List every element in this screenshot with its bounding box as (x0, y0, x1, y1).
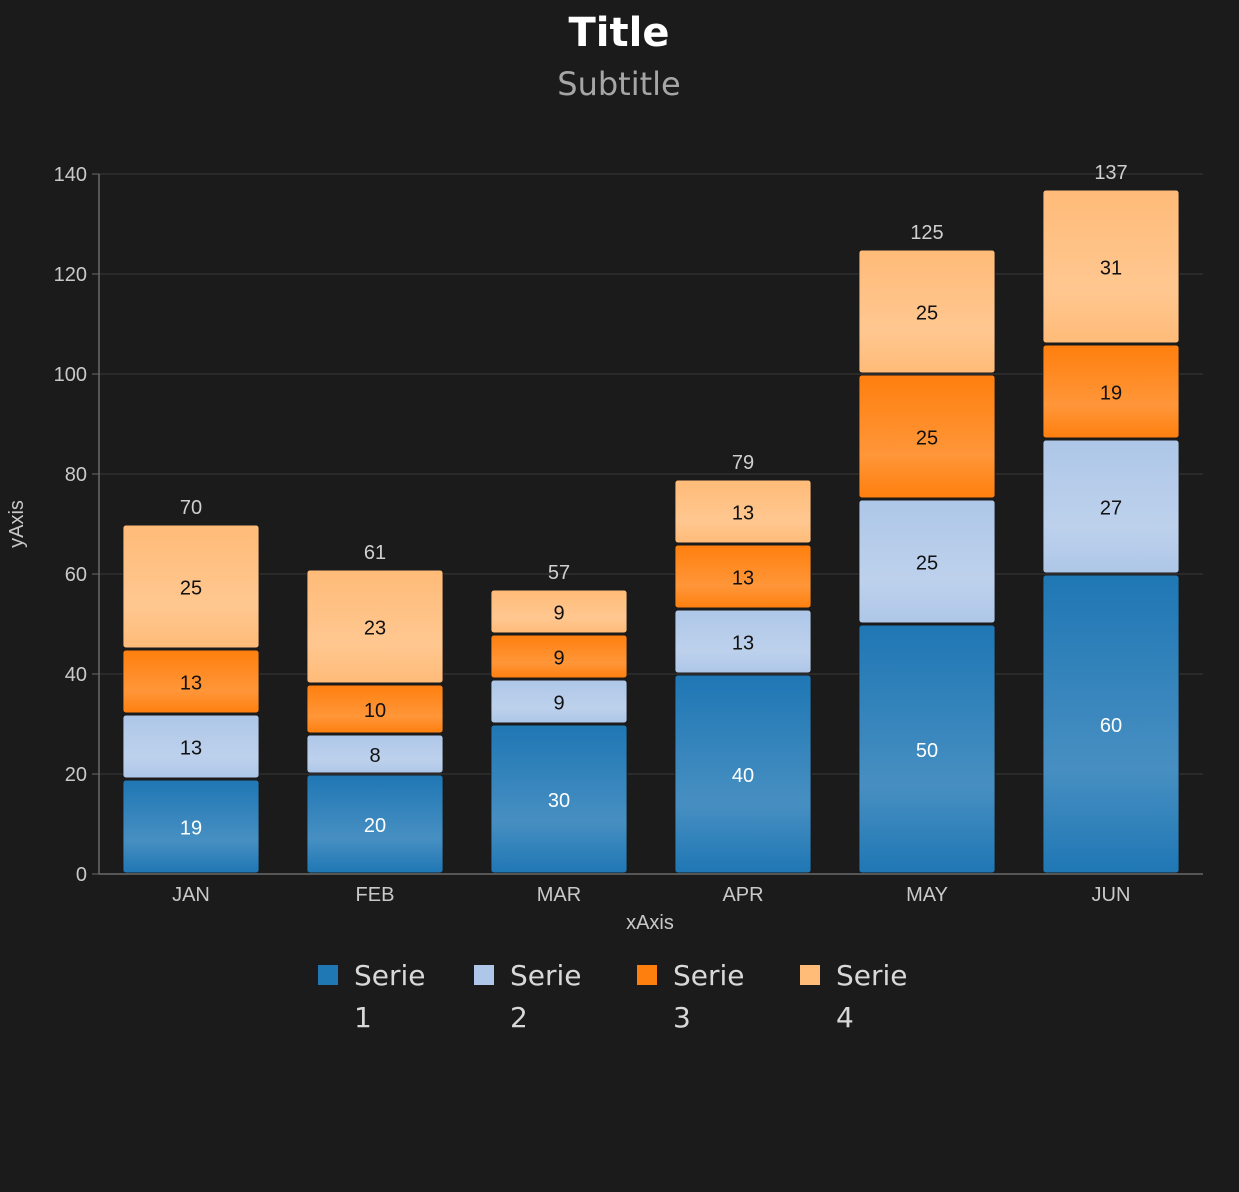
legend-item[interactable]: Serie 3 (637, 959, 745, 1034)
bar-segment (306, 734, 444, 774)
legend-label: Serie 3 (673, 959, 745, 1034)
data-label: 9 (553, 603, 564, 625)
bar-segment (306, 774, 444, 874)
legend-item[interactable]: Serie 1 (318, 959, 426, 1034)
bar-segment (858, 249, 996, 374)
data-label: 13 (180, 738, 202, 760)
data-label: 25 (180, 578, 202, 600)
bar-segment (674, 674, 812, 874)
legend-swatch (637, 965, 657, 985)
total-label: 125 (910, 222, 943, 244)
bars: 19 13 13 25 70 20 8 10 23 61 30 9 9 9 57 40 13 13 13 79 50 25… (122, 162, 1180, 874)
y-tick-label: 120 (54, 264, 87, 286)
data-label: 23 (364, 618, 386, 640)
bar-segment (858, 624, 996, 874)
x-tick-label: MAR (537, 884, 581, 906)
x-tick-label: JUN (1092, 884, 1131, 906)
data-label: 27 (1100, 498, 1122, 520)
x-tick-label: MAY (906, 884, 948, 906)
x-tick-label: APR (722, 884, 763, 906)
legend-item[interactable]: Serie 4 (800, 959, 908, 1034)
bar-segment (858, 499, 996, 624)
data-label: 60 (1100, 715, 1122, 737)
bar-segment (122, 524, 260, 649)
data-label: 20 (364, 815, 386, 837)
data-label: 19 (180, 818, 202, 840)
bar-segment (1042, 189, 1180, 344)
bar-segment (490, 634, 628, 679)
bar-segment (306, 684, 444, 734)
total-label: 70 (180, 497, 202, 519)
data-label: 8 (369, 745, 380, 767)
bar-segment (674, 609, 812, 674)
data-label: 10 (364, 700, 386, 722)
y-tick-label: 80 (65, 464, 87, 486)
y-tick-label: 100 (54, 364, 87, 386)
data-label: 13 (732, 568, 754, 590)
legend-swatch (318, 965, 338, 985)
bar-segment (122, 649, 260, 714)
data-label: 13 (732, 503, 754, 525)
bar-segment (122, 714, 260, 779)
bar-segment (674, 544, 812, 609)
data-label: 31 (1100, 258, 1122, 280)
legend-label: Serie 4 (836, 959, 908, 1034)
legend-item[interactable]: Serie 2 (474, 959, 582, 1034)
x-tick-label: JAN (172, 884, 210, 906)
bar-segment (490, 679, 628, 724)
legend-label: Serie 2 (510, 959, 582, 1034)
bar-segment (674, 479, 812, 544)
y-tick-label: 40 (65, 664, 87, 686)
bar-segment (306, 569, 444, 684)
x-axis-label: xAxis (626, 912, 674, 934)
data-label: 9 (553, 693, 564, 715)
legend-swatch (474, 965, 494, 985)
y-tick-label: 20 (65, 764, 87, 786)
data-label: 13 (732, 633, 754, 655)
total-label: 57 (548, 562, 570, 584)
legend-label: Serie 1 (354, 959, 426, 1034)
bar-segment (858, 374, 996, 499)
axes: 0 20 40 60 80 100 120 140 JAN FEB MAR APR MAY JUN (54, 164, 1203, 906)
data-label: 30 (548, 790, 570, 812)
data-label: 9 (553, 648, 564, 670)
grid (99, 173, 1203, 875)
y-tick-label: 140 (54, 164, 87, 186)
data-label: 25 (916, 428, 938, 450)
bar-segment (1042, 574, 1180, 874)
y-tick-label: 60 (65, 564, 87, 586)
bar-segment (1042, 439, 1180, 574)
bar-segment (490, 589, 628, 634)
data-label: 25 (916, 553, 938, 575)
x-tick-label: FEB (356, 884, 395, 906)
total-label: 79 (732, 452, 754, 474)
legend-swatch (800, 965, 820, 985)
data-label: 13 (180, 673, 202, 695)
total-label: 61 (364, 542, 386, 564)
bar-segment (122, 779, 260, 874)
data-label: 25 (916, 303, 938, 325)
data-label: 40 (732, 765, 754, 787)
data-label: 19 (1100, 383, 1122, 405)
legend: Serie 1 Serie 2 Serie 3 Serie 4 (318, 959, 908, 1034)
y-axis-label: yAxis (6, 500, 28, 548)
data-label: 50 (916, 740, 938, 762)
chart-subtitle: Subtitle (557, 65, 680, 103)
bar-segment (1042, 344, 1180, 439)
bar-segment (490, 724, 628, 874)
chart-title: Title (569, 10, 670, 56)
total-label: 137 (1094, 162, 1127, 184)
y-tick-label: 0 (76, 864, 87, 886)
